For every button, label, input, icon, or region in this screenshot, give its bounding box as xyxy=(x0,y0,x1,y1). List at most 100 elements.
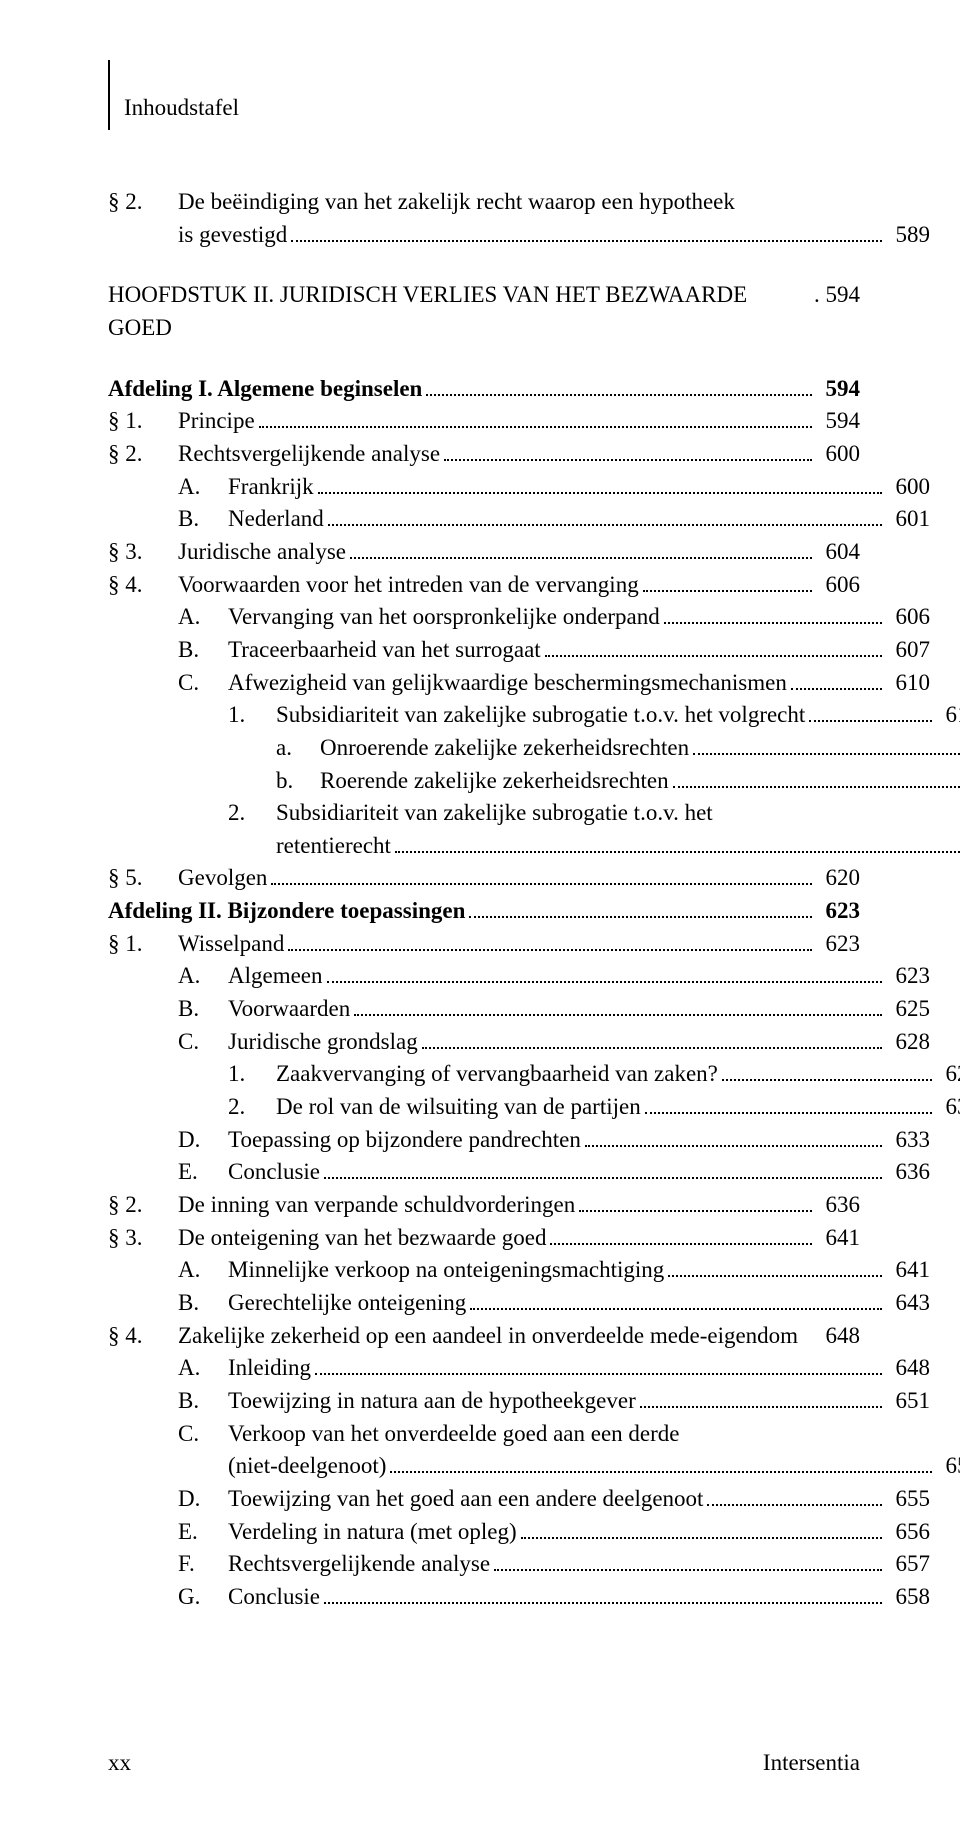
toc-page: 600 xyxy=(816,438,860,471)
toc-num: A. xyxy=(178,960,228,993)
toc-text: Conclusie xyxy=(228,1156,320,1189)
toc-page: 656 xyxy=(886,1516,930,1549)
toc-entry: Afdeling II. Bijzondere toepassingen623 xyxy=(108,895,860,928)
toc-num: 2. xyxy=(228,1091,276,1124)
toc-entry: A.Algemeen623 xyxy=(108,960,930,993)
toc-page: 628 xyxy=(886,1026,930,1059)
toc-num: B. xyxy=(178,993,228,1026)
toc-text: Zaakvervanging of vervangbaarheid van za… xyxy=(276,1058,718,1091)
toc-entry: 1.Zaakvervanging of vervangbaarheid van … xyxy=(108,1058,960,1091)
toc-page: 633 xyxy=(886,1124,930,1157)
toc-num: C. xyxy=(178,1026,228,1059)
toc-text: De inning van verpande schuldvorderingen xyxy=(178,1189,575,1222)
toc-num: F. xyxy=(178,1548,228,1581)
toc-page: 625 xyxy=(886,993,930,1026)
toc-entry: § 5.Gevolgen620 xyxy=(108,862,860,895)
toc-entry: C.Afwezigheid van gelijkwaardige bescher… xyxy=(108,667,930,700)
toc-text: Vervanging van het oorspronkelijke onder… xyxy=(228,601,660,634)
toc-entry: A.Inleiding648 xyxy=(108,1352,930,1385)
toc-entry: § 4.Zakelijke zekerheid op een aandeel i… xyxy=(108,1320,860,1353)
toc-page: 643 xyxy=(886,1287,930,1320)
toc-page: 641 xyxy=(886,1254,930,1287)
toc-entry: A.Vervanging van het oorspronkelijke ond… xyxy=(108,601,930,634)
toc-text: Verdeling in natura (met opleg) xyxy=(228,1516,517,1549)
toc-page: 601 xyxy=(886,503,930,536)
toc-text: Juridische analyse xyxy=(178,536,346,569)
toc-page: 594 xyxy=(816,405,860,438)
toc-entry: D.Toewijzing van het goed aan een andere… xyxy=(108,1483,930,1516)
footer-publisher: Intersentia xyxy=(763,1750,860,1776)
toc-entry: § 2.De inning van verpande schuldvorderi… xyxy=(108,1189,860,1222)
toc-num: § 3. xyxy=(108,536,178,569)
toc-page: 651 xyxy=(886,1385,930,1418)
toc-entry: B.Gerechtelijke onteigening 643 xyxy=(108,1287,930,1320)
toc-text: De onteigening van het bezwaarde goed xyxy=(178,1222,546,1255)
toc-page: 641 xyxy=(816,1222,860,1255)
toc-text: retentierecht xyxy=(276,830,391,863)
toc-num: E. xyxy=(178,1156,228,1189)
running-head: Inhoudstafel xyxy=(124,95,239,121)
toc-text: Gerechtelijke onteigening xyxy=(228,1287,466,1320)
toc-entry: C.Juridische grondslag628 xyxy=(108,1026,930,1059)
toc-entry-cont: (niet-deelgenoot)652 xyxy=(108,1450,960,1483)
toc-entry: § 3.Juridische analyse 604 xyxy=(108,536,860,569)
toc-num: C. xyxy=(178,1418,228,1451)
toc-num: G. xyxy=(178,1581,228,1614)
toc-text: HOOFDSTUK II. JURIDISCH VERLIES VAN HET … xyxy=(108,279,814,344)
toc-text: Zakelijke zekerheid op een aandeel in on… xyxy=(178,1320,798,1353)
toc-page: 655 xyxy=(886,1483,930,1516)
toc-text: Voorwaarden voor het intreden van de ver… xyxy=(178,569,639,602)
toc-entry: § 1.Wisselpand623 xyxy=(108,928,860,961)
toc-page: 658 xyxy=(886,1581,930,1614)
toc-text: Verkoop van het onverdeelde goed aan een… xyxy=(228,1418,680,1451)
toc-entry-cont: is gevestigd 589 xyxy=(108,219,930,252)
toc-page: 604 xyxy=(816,536,860,569)
toc-num: § 4. xyxy=(108,1320,178,1353)
toc-entry: 2.De rol van de wilsuiting van de partij… xyxy=(108,1091,960,1124)
toc-num: 2. xyxy=(228,797,276,830)
toc-page: 589 xyxy=(886,219,930,252)
toc-page: 594 xyxy=(816,373,860,406)
toc-text: Afdeling I. Algemene beginselen xyxy=(108,373,422,406)
toc-page: 623 xyxy=(816,928,860,961)
toc-entry: G.Conclusie658 xyxy=(108,1581,930,1614)
toc-entry: B.Voorwaarden625 xyxy=(108,993,930,1026)
toc-text: Subsidiariteit van zakelijke subrogatie … xyxy=(276,797,713,830)
toc-entry: 1.Subsidiariteit van zakelijke subrogati… xyxy=(108,699,960,732)
toc-page: 623 xyxy=(816,895,860,928)
toc-num: C. xyxy=(178,667,228,700)
toc-page: 600 xyxy=(886,471,930,504)
toc-text: Gevolgen xyxy=(178,862,267,895)
document-page: Inhoudstafel § 2.De beëindiging van het … xyxy=(0,0,960,1836)
toc-page: 648 xyxy=(886,1352,930,1385)
toc-page: 648 xyxy=(816,1320,860,1353)
toc-entry: § 4.Voorwaarden voor het intreden van de… xyxy=(108,569,860,602)
toc-num: § 1. xyxy=(108,405,178,438)
footer-page-number: xx xyxy=(108,1750,131,1776)
toc-text: Rechtsvergelijkende analyse xyxy=(228,1548,490,1581)
toc-chapter: HOOFDSTUK II. JURIDISCH VERLIES VAN HET … xyxy=(108,279,860,344)
toc-page: 620 xyxy=(816,862,860,895)
header-rule xyxy=(108,60,110,130)
toc-text: Toepassing op bijzondere pandrechten xyxy=(228,1124,581,1157)
toc-page: 607 xyxy=(886,634,930,667)
toc-num: § 3. xyxy=(108,1222,178,1255)
toc-entry: 2.Subsidiariteit van zakelijke subrogati… xyxy=(108,797,960,830)
toc-page: 652 xyxy=(936,1450,960,1483)
toc-page: 628 xyxy=(936,1058,960,1091)
toc-text: Traceerbaarheid van het surrogaat xyxy=(228,634,541,667)
toc-entry: § 1.Principe594 xyxy=(108,405,860,438)
toc-page: 610 xyxy=(936,699,960,732)
toc-num: B. xyxy=(178,1287,228,1320)
toc-text: is gevestigd xyxy=(178,219,287,252)
toc-entry: A.Minnelijke verkoop na onteigeningsmach… xyxy=(108,1254,930,1287)
toc-entry: § 2.Rechtsvergelijkende analyse600 xyxy=(108,438,860,471)
toc-num: B. xyxy=(178,634,228,667)
toc-entry: B.Traceerbaarheid van het surrogaat 607 xyxy=(108,634,930,667)
toc-entry: a.Onroerende zakelijke zekerheidsrechten… xyxy=(108,732,960,765)
toc-num: b. xyxy=(276,765,320,798)
toc-num: § 4. xyxy=(108,569,178,602)
toc-entry: § 2.De beëindiging van het zakelijk rech… xyxy=(108,186,860,219)
toc-entry: D.Toepassing op bijzondere pandrechten63… xyxy=(108,1124,930,1157)
toc-page: . 594 xyxy=(814,279,860,312)
